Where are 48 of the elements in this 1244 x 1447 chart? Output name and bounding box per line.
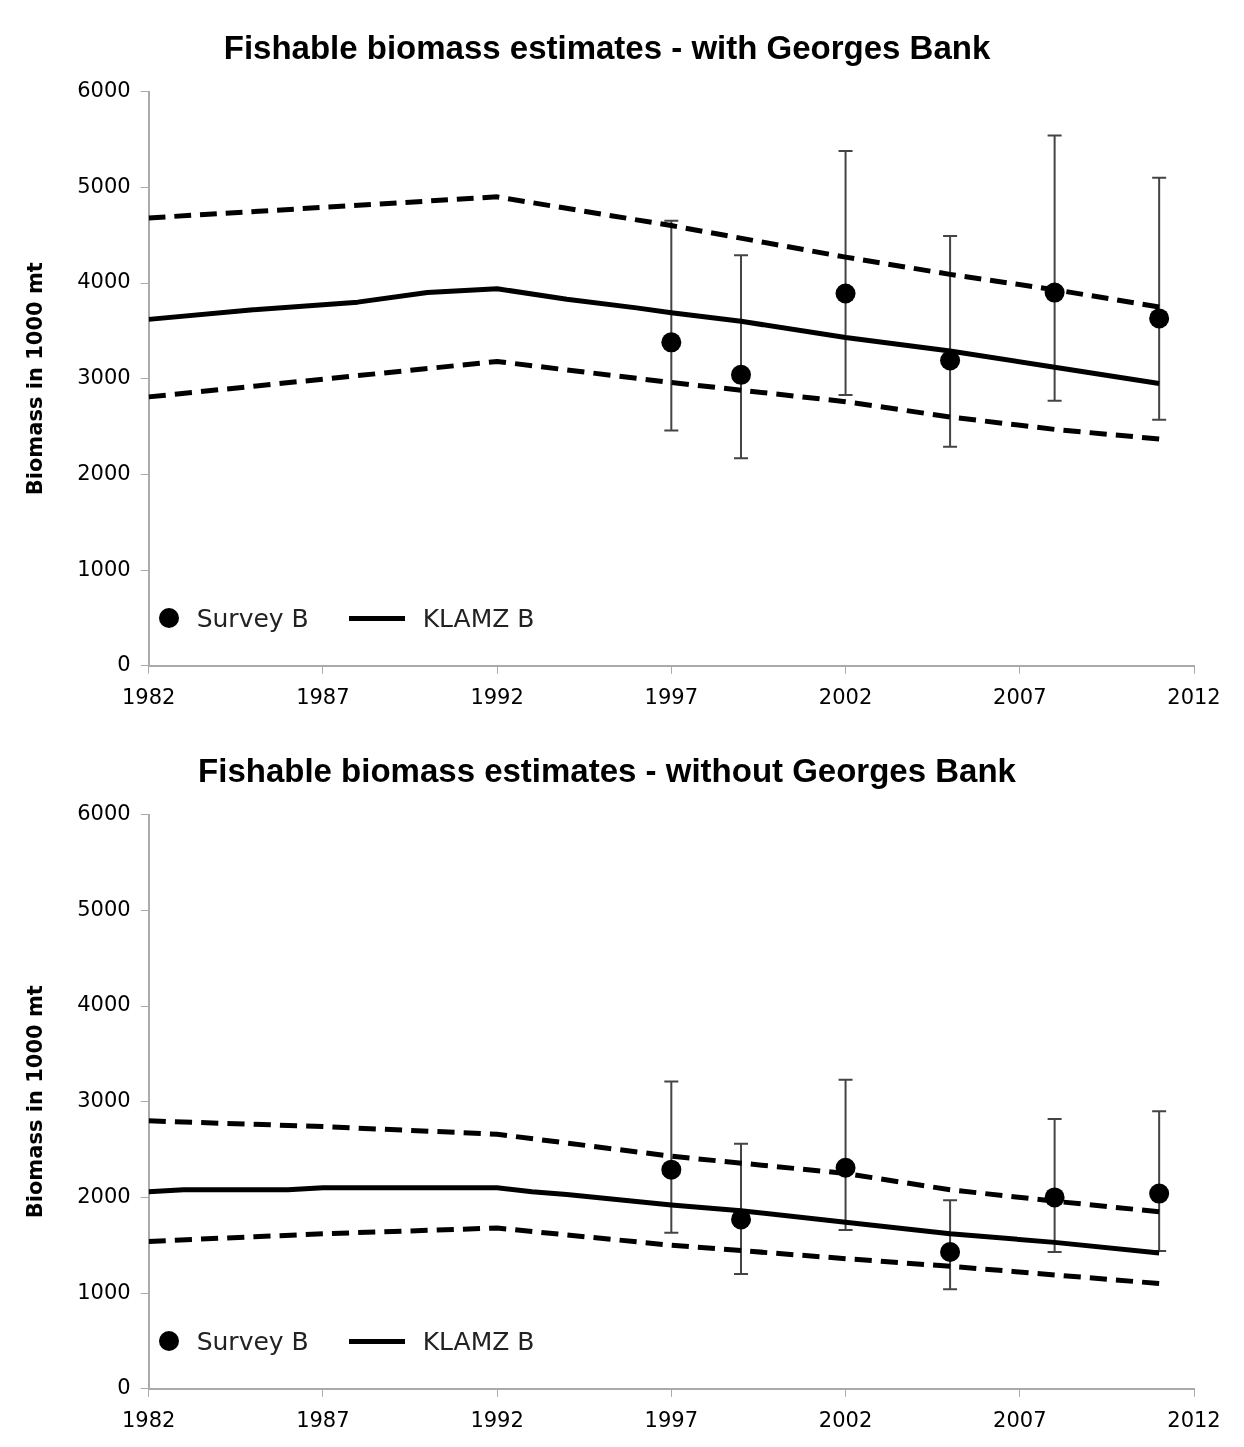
y-tick-label: 6000 bbox=[77, 801, 131, 826]
x-tick-label: 1992 bbox=[470, 684, 524, 709]
point bbox=[661, 332, 682, 353]
x-tick-label: 2002 bbox=[818, 684, 873, 709]
point bbox=[731, 1209, 752, 1230]
point bbox=[1149, 1183, 1170, 1204]
x-tick-label: 1987 bbox=[296, 684, 350, 709]
y-tick-label: 0 bbox=[117, 1375, 131, 1400]
x-tick-label: 1997 bbox=[644, 684, 699, 709]
x-tick-label: 2007 bbox=[993, 1407, 1047, 1432]
y-tick-label: 4000 bbox=[77, 269, 131, 294]
y-axis-title: Biomass in 1000 mt bbox=[23, 985, 48, 1219]
legend-label: KLAMZ B bbox=[422, 603, 535, 633]
y-tick-label: 5000 bbox=[77, 896, 131, 921]
point bbox=[1044, 282, 1065, 303]
legend-label: Survey B bbox=[196, 1326, 309, 1356]
y-tick-label: 3000 bbox=[77, 365, 131, 390]
point bbox=[661, 1159, 682, 1180]
y-axis-title: Biomass in 1000 mt bbox=[23, 262, 48, 496]
y-tick-label: 4000 bbox=[77, 992, 131, 1017]
x-tick-label: 1987 bbox=[296, 1407, 350, 1432]
x-tick-label: 1992 bbox=[470, 1407, 524, 1432]
x-tick-label: 1982 bbox=[121, 684, 176, 709]
point bbox=[940, 350, 961, 371]
y-tick-label: 5000 bbox=[77, 173, 131, 198]
point bbox=[731, 364, 752, 385]
y-tick-label: 2000 bbox=[77, 460, 131, 485]
y-tick-label: 2000 bbox=[77, 1183, 131, 1208]
y-tick-label: 6000 bbox=[77, 78, 131, 103]
y-tick-label: 1000 bbox=[77, 556, 131, 581]
point bbox=[835, 1157, 856, 1178]
point bbox=[940, 1241, 961, 1262]
y-tick-label: 3000 bbox=[77, 1088, 131, 1113]
x-tick-label: 2012 bbox=[1167, 1407, 1221, 1432]
x-tick-label: 2012 bbox=[1167, 684, 1221, 709]
chart-title: Fishable biomass estimates - without Georges Bank bbox=[198, 751, 1017, 789]
point bbox=[1149, 308, 1170, 329]
x-tick-label: 1997 bbox=[644, 1407, 699, 1432]
legend-label: KLAMZ B bbox=[422, 1326, 535, 1356]
point bbox=[1044, 1187, 1065, 1208]
x-tick-label: 1982 bbox=[121, 1407, 176, 1432]
x-tick-label: 2007 bbox=[993, 684, 1047, 709]
legend-label: Survey B bbox=[196, 603, 309, 633]
point bbox=[835, 283, 856, 304]
chart-title: Fishable biomass estimates - with Georges Bank bbox=[223, 28, 991, 66]
y-tick-label: 1000 bbox=[77, 1279, 131, 1304]
x-tick-label: 2002 bbox=[818, 1407, 873, 1432]
y-tick-label: 0 bbox=[117, 652, 131, 677]
